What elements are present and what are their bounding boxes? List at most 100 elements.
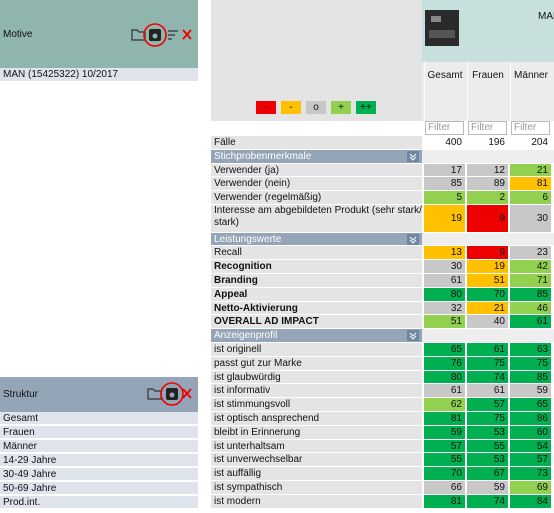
value-cell: 76 [424, 356, 465, 370]
motive-title: Motive [3, 28, 33, 40]
legend-button[interactable]: - [256, 101, 276, 114]
row-label: Verwender (ja) [211, 163, 422, 177]
value-cell: 51 [467, 274, 508, 287]
row-label: ist sympathisch [211, 481, 422, 494]
folder-icon[interactable] [131, 29, 146, 41]
ad-thumbnail [425, 10, 459, 46]
filter-input[interactable]: Filter [511, 121, 550, 135]
struktur-item[interactable]: Männer [0, 440, 198, 453]
value-cell: 19 [467, 260, 508, 273]
struktur-item[interactable]: Gesamt [0, 412, 198, 425]
value-cell: 63 [510, 343, 551, 356]
value-cell: 66 [424, 481, 465, 494]
value-cell: 2 [467, 191, 508, 204]
legend-button[interactable]: + [331, 101, 351, 114]
motive-icons [131, 23, 192, 47]
legend-button[interactable]: o [306, 101, 326, 114]
value-cell: 32 [424, 301, 465, 315]
struktur-item[interactable]: Prod.int. [0, 496, 198, 509]
dropdown-icon [407, 233, 419, 245]
legend-button[interactable]: ++ [356, 101, 376, 114]
struktur-item[interactable]: Frauen [0, 426, 198, 439]
motive-item[interactable]: MAN (15425322) 10/2017 [0, 68, 198, 81]
value-cell: 30 [510, 205, 551, 232]
struktur-header: Struktur [0, 377, 198, 412]
column-header: Männer [510, 62, 551, 121]
struktur-item[interactable]: 14-29 Jahre [0, 454, 198, 467]
value-cell: 17 [424, 163, 465, 177]
value-cell: 71 [510, 274, 551, 287]
row-label: ist optisch ansprechend [211, 412, 422, 425]
row-label: Verwender (nein) [211, 177, 422, 191]
value-cell: 69 [510, 481, 551, 494]
row-label: ist unverwechselbar [211, 453, 422, 467]
legend-button[interactable]: - [281, 101, 301, 114]
value-cell: 61 [467, 343, 508, 356]
folder-icon[interactable] [147, 388, 162, 400]
filter-icon[interactable] [168, 30, 178, 40]
value-cell: 84 [510, 494, 551, 508]
table-corner [211, 0, 422, 121]
value-cell: 73 [510, 467, 551, 480]
value-cell: 75 [510, 356, 551, 370]
image-header: MAN [422, 0, 554, 62]
row-label: Appeal [211, 287, 422, 301]
value-cell: 51 [424, 315, 465, 329]
filter-input[interactable]: Filter [468, 121, 507, 135]
value-cell: 40 [467, 315, 508, 329]
row-label: Recognition [211, 260, 422, 273]
value-cell: 75 [467, 412, 508, 425]
section-label[interactable]: Stichprobenmerkmale [211, 149, 422, 163]
struktur-item[interactable]: 30-49 Jahre [0, 468, 198, 481]
value-cell: 85 [510, 287, 551, 301]
value-cell: 89 [467, 177, 508, 191]
value-cell: 75 [467, 356, 508, 370]
row-label: passt gut zur Marke [211, 356, 422, 370]
value-cell: 57 [510, 453, 551, 467]
value-cell: 74 [467, 370, 508, 384]
highlight-circle [143, 23, 167, 47]
section-fill [422, 329, 554, 342]
value-cell: 61 [424, 274, 465, 287]
row-label: Recall [211, 246, 422, 260]
column-header: Gesamt [424, 62, 465, 121]
value-cell: 21 [467, 301, 508, 315]
row-label: Branding [211, 274, 422, 287]
value-cell: 85 [510, 370, 551, 384]
image-title: MAN [538, 11, 554, 22]
close-icon[interactable] [182, 29, 192, 40]
row-label: OVERALL AD IMPACT [211, 315, 422, 329]
value-cell: 59 [424, 425, 465, 439]
section-label[interactable]: Anzeigenprofil [211, 329, 422, 342]
value-cell: 54 [510, 439, 551, 453]
value-cell: 12 [467, 163, 508, 177]
row-label: ist informativ [211, 384, 422, 398]
filter-input[interactable]: Filter [425, 121, 464, 135]
value-cell: 13 [424, 246, 465, 260]
close-icon[interactable] [182, 388, 192, 399]
motive-header: Motive [0, 0, 198, 68]
value-cell: 57 [424, 439, 465, 453]
value-cell: 81 [424, 412, 465, 425]
row-label: ist modern [211, 494, 422, 508]
section-label[interactable]: Leistungswerte [211, 232, 422, 246]
row-label: ist auffällig [211, 467, 422, 480]
value-cell: 6 [510, 191, 551, 204]
row-label: bleibt in Erinnerung [211, 425, 422, 439]
value-cell: 53 [467, 425, 508, 439]
highlight-circle [160, 382, 184, 406]
value-cell: 81 [510, 177, 551, 191]
column-header: Frauen [467, 62, 508, 121]
struktur-icons [147, 382, 192, 406]
value-cell: 61 [467, 384, 508, 398]
value-cell: 60 [510, 425, 551, 439]
row-label: Interesse am abgebildeten Produkt (sehr … [211, 205, 422, 232]
row-label: ist unterhaltsam [211, 439, 422, 453]
value-cell: 9 [467, 205, 508, 232]
value-cell: 59 [510, 384, 551, 398]
value-cell: 85 [424, 177, 465, 191]
value-cell: 86 [510, 412, 551, 425]
struktur-title: Struktur [3, 389, 39, 400]
struktur-item[interactable]: 50-69 Jahre [0, 482, 198, 495]
